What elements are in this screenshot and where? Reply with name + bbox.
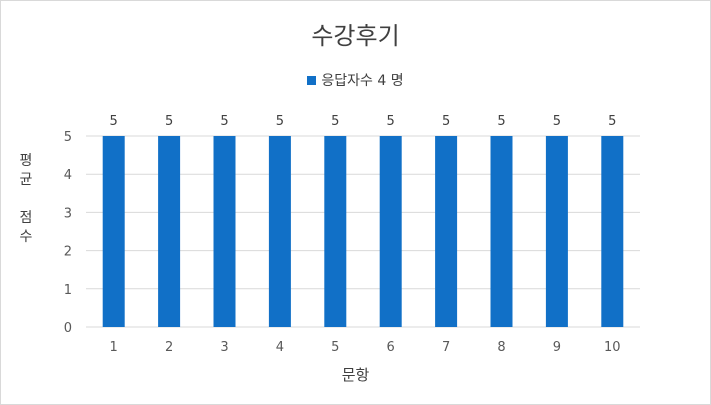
y-tick-label: 5 — [64, 130, 72, 145]
bar — [490, 136, 513, 327]
legend-label: 응답자수 4 명 — [321, 73, 404, 89]
data-label: 5 — [442, 114, 450, 129]
x-tick-label: 9 — [553, 340, 561, 355]
y-axis-label-char: 평 — [19, 153, 33, 169]
y-axis-label-char: 균 — [19, 172, 33, 188]
bar — [268, 136, 291, 327]
x-tick-label: 6 — [387, 340, 395, 355]
bar — [158, 136, 181, 327]
data-label: 5 — [110, 114, 118, 129]
data-label: 5 — [331, 114, 339, 129]
x-tick-label: 5 — [331, 340, 339, 355]
data-label: 5 — [497, 114, 505, 129]
x-tick-label: 10 — [604, 340, 621, 355]
data-label: 5 — [165, 114, 173, 129]
y-axis-label: 평 균 점 수 — [15, 152, 37, 247]
y-axis-label-char: 수 — [19, 229, 33, 245]
x-tick-label: 4 — [276, 340, 284, 355]
y-tick-label: 1 — [64, 283, 72, 298]
x-tick-label: 7 — [442, 340, 450, 355]
bar — [213, 136, 236, 327]
x-axis-label: 문항 — [341, 366, 370, 384]
data-label: 5 — [608, 114, 616, 129]
x-tick-label: 3 — [220, 340, 228, 355]
legend: 응답자수 4 명 — [0, 70, 711, 90]
bar — [435, 136, 458, 327]
x-tick-label: 8 — [497, 340, 505, 355]
data-label: 5 — [276, 114, 284, 129]
y-axis-label-char: 점 — [19, 210, 33, 226]
x-tick-label: 2 — [165, 340, 173, 355]
bar — [102, 136, 125, 327]
data-label: 5 — [387, 114, 395, 129]
x-tick-label: 1 — [110, 340, 118, 355]
y-tick-label: 3 — [64, 206, 72, 221]
bar — [379, 136, 402, 327]
bar — [324, 136, 347, 327]
data-label: 5 — [553, 114, 561, 129]
y-tick-label: 2 — [64, 245, 72, 260]
y-tick-label: 0 — [64, 321, 72, 336]
bar — [601, 136, 624, 327]
y-tick-label: 4 — [64, 168, 72, 183]
legend-swatch — [307, 76, 317, 85]
bar — [545, 136, 568, 327]
data-label: 5 — [220, 114, 228, 129]
chart-title: 수강후기 — [311, 22, 400, 50]
